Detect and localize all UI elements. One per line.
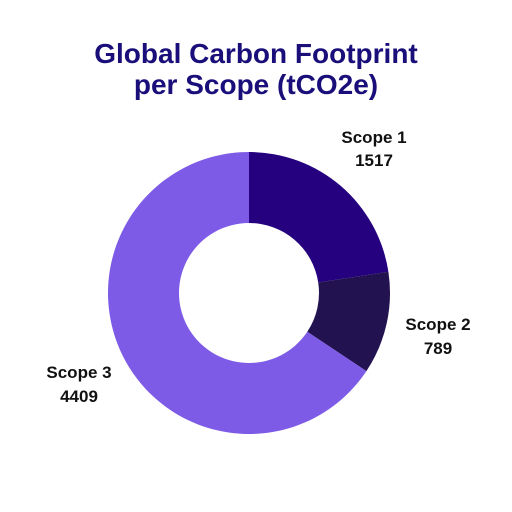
slice-value-scope-1: 1517 [355, 151, 393, 170]
donut-slice-scope-1 [249, 152, 389, 283]
slice-value-scope-2: 789 [424, 339, 452, 358]
donut-slice-scope-3 [107, 152, 367, 434]
chart-title-line-1: Global Carbon Footprint [94, 38, 418, 69]
slice-label-scope-3: Scope 3 [46, 363, 111, 382]
donut-slice-scope-2 [307, 271, 390, 372]
chart-title: Global Carbon Footprint per Scope (tCO2e… [0, 38, 512, 100]
slice-value-scope-3: 4409 [60, 387, 98, 406]
slice-label-scope-2: Scope 2 [405, 315, 470, 334]
slice-label-scope-1: Scope 1 [341, 128, 406, 147]
chart-title-line-2: per Scope (tCO2e) [133, 69, 379, 100]
